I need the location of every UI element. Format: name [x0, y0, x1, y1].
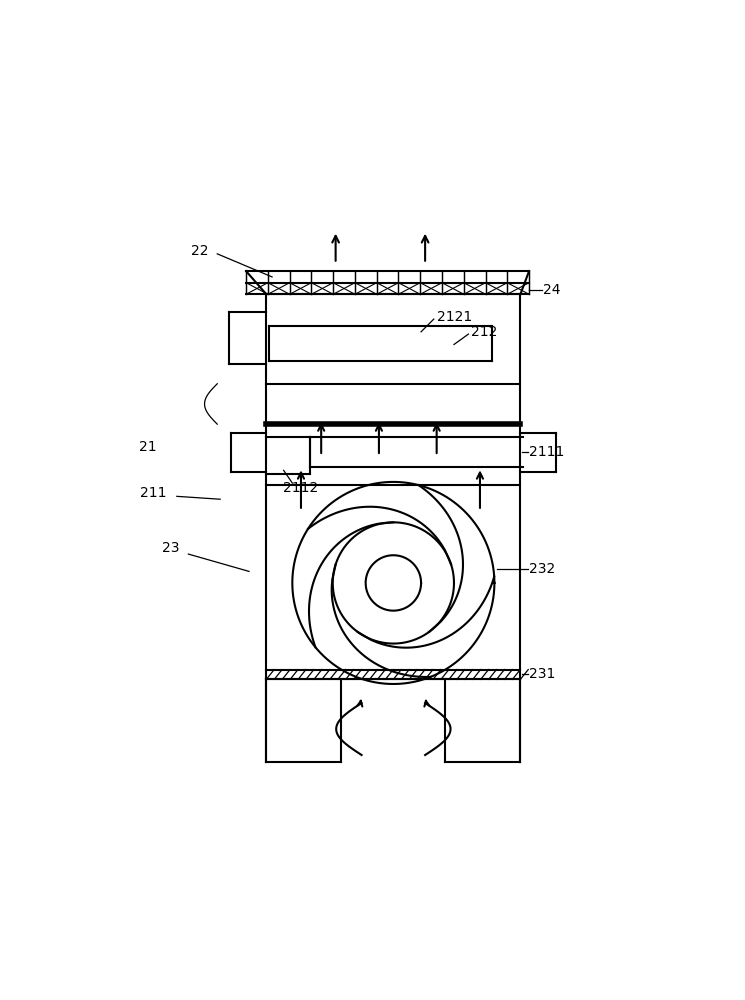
Text: 21: 21 [139, 440, 156, 454]
Text: 22: 22 [191, 244, 209, 258]
Text: 2121: 2121 [437, 310, 472, 324]
Text: 231: 231 [529, 667, 556, 681]
Text: 2111: 2111 [529, 445, 565, 459]
Text: 23: 23 [162, 541, 180, 555]
Text: 2112: 2112 [283, 481, 319, 495]
Text: 212: 212 [472, 325, 498, 339]
Text: 211: 211 [141, 486, 167, 500]
Text: 24: 24 [543, 283, 561, 297]
Text: 232: 232 [529, 562, 555, 576]
